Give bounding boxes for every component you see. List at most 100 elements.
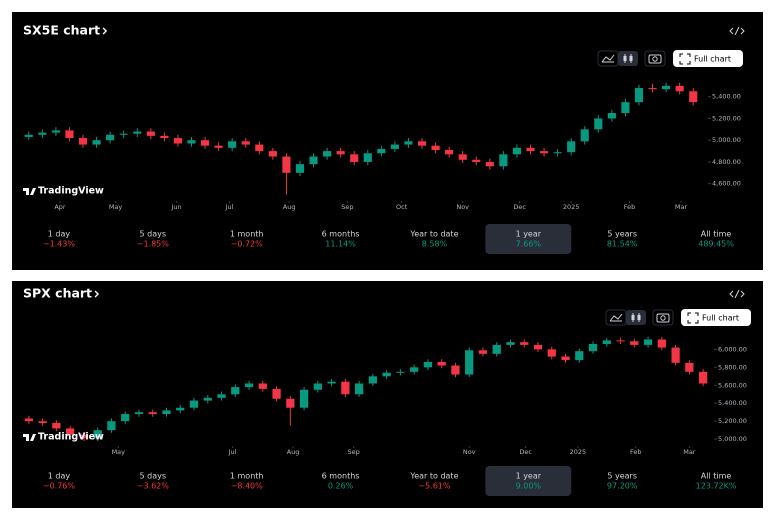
period-change[interactable]: −1.43% — [43, 240, 76, 249]
candle-icon-body — [637, 315, 641, 320]
x-tick-label: Nov — [456, 203, 469, 211]
period-change[interactable]: 489.45% — [698, 240, 734, 249]
candle-body — [258, 383, 267, 389]
candle-body — [567, 141, 576, 153]
period-change[interactable]: −0.72% — [231, 240, 264, 249]
candle-body — [506, 342, 515, 345]
period-change[interactable]: −1.85% — [137, 240, 170, 249]
candle-body — [689, 91, 698, 103]
candle-body — [282, 156, 291, 173]
y-tick-label: 5,400.00 — [712, 93, 741, 101]
candle-body — [272, 388, 281, 399]
x-tick-label: Nov — [463, 448, 476, 456]
candle-body — [24, 418, 34, 422]
period-label[interactable]: 1 day — [48, 472, 71, 481]
period-change[interactable]: 11.14% — [325, 240, 356, 249]
x-tick-label: Mar — [675, 203, 688, 211]
candle-body — [588, 343, 598, 352]
x-tick-label: Dec — [513, 203, 526, 211]
chart-panel: SPX chart Full chart 5,000.00 5,200.00 5,400… — [12, 281, 763, 508]
period-change[interactable]: −5.61% — [418, 482, 451, 491]
period-label[interactable]: 5 days — [140, 472, 167, 481]
period-label[interactable]: All time — [701, 472, 732, 481]
period-change[interactable]: −3.62% — [137, 482, 170, 491]
candle-body — [309, 156, 318, 165]
candle-body — [313, 383, 322, 390]
period-label[interactable]: 5 years — [607, 472, 637, 481]
candle-body — [662, 85, 671, 90]
tradingview-label: TradingView — [38, 432, 104, 443]
snapshot-button[interactable] — [644, 50, 666, 67]
candle-body — [93, 430, 102, 439]
candle-body — [607, 113, 616, 119]
candle-body — [675, 85, 684, 92]
x-tick-label: 2025 — [570, 448, 587, 456]
y-tick-label: 5,800.00 — [718, 363, 747, 371]
candle-body — [634, 88, 644, 103]
candle-body — [268, 151, 277, 157]
period-change[interactable]: 8.58% — [422, 240, 448, 249]
candle-body — [580, 129, 589, 142]
candle-body — [630, 341, 639, 345]
candle-chart-button[interactable] — [618, 51, 638, 66]
period-label[interactable]: 1 month — [230, 472, 264, 481]
candle-body — [685, 362, 694, 372]
period-label[interactable]: 6 months — [322, 230, 360, 239]
period-label[interactable]: Year to date — [409, 230, 458, 239]
period-label[interactable]: 1 year — [516, 472, 542, 481]
candle-chart-button[interactable] — [626, 310, 646, 325]
candle-body — [431, 145, 440, 150]
candle-body — [189, 400, 199, 408]
candle-body — [492, 344, 501, 354]
candle-body — [547, 349, 556, 357]
candle-body — [336, 151, 345, 155]
period-change[interactable]: 123.72K% — [696, 482, 737, 491]
candle-body — [162, 410, 171, 415]
y-tick-label: 5,000.00 — [718, 435, 747, 443]
candle-body — [458, 154, 467, 160]
candle-body — [671, 347, 680, 363]
chart-title[interactable]: SPX chart — [23, 286, 92, 301]
period-change[interactable]: 7.66% — [516, 240, 542, 249]
period-change[interactable]: 0.26% — [328, 482, 354, 491]
candle-body — [38, 132, 47, 135]
candle-body — [575, 351, 584, 361]
y-tick-label: 4,800.00 — [712, 158, 741, 166]
y-tick-label: 5,600.00 — [718, 381, 747, 389]
candle-body — [133, 131, 142, 134]
period-label[interactable]: 5 years — [607, 230, 637, 239]
period-label[interactable]: All time — [701, 230, 732, 239]
candle-body — [616, 340, 625, 342]
period-change[interactable]: 97.20% — [607, 482, 638, 491]
embed-icon[interactable] — [729, 26, 745, 36]
candle-body — [499, 154, 508, 167]
snapshot-button[interactable] — [652, 309, 674, 326]
x-tick-label: Dec — [519, 448, 532, 456]
period-change[interactable]: 9.00% — [516, 482, 542, 491]
period-label[interactable]: Year to date — [409, 472, 458, 481]
period-change[interactable]: −8.40% — [231, 482, 264, 491]
chart-panel: SX5E chart Full chart 4,600.00 4,800.00 5,00… — [12, 12, 763, 270]
candle-body — [79, 434, 89, 439]
chart-title[interactable]: SX5E chart — [23, 23, 100, 38]
candle-body — [341, 381, 350, 395]
period-label[interactable]: 5 days — [140, 230, 167, 239]
candle-body — [698, 371, 708, 384]
period-change[interactable]: 81.54% — [607, 240, 638, 249]
period-label[interactable]: 1 year — [516, 230, 542, 239]
period-label[interactable]: 1 month — [230, 230, 264, 239]
candle-body — [203, 397, 212, 401]
period-label[interactable]: 6 months — [322, 472, 360, 481]
selected-period-background — [485, 224, 572, 254]
candle-body — [520, 342, 529, 345]
embed-icon[interactable] — [729, 289, 745, 299]
period-change[interactable]: −0.76% — [43, 482, 76, 491]
candle-body — [51, 130, 60, 133]
tradingview-label: TradingView — [38, 186, 104, 197]
period-label[interactable]: 1 day — [48, 230, 71, 239]
candle-body — [231, 387, 240, 395]
candle-body — [377, 148, 386, 154]
candle-body — [146, 131, 155, 136]
x-tick-label: Feb — [624, 203, 636, 211]
candle-body — [512, 147, 522, 155]
